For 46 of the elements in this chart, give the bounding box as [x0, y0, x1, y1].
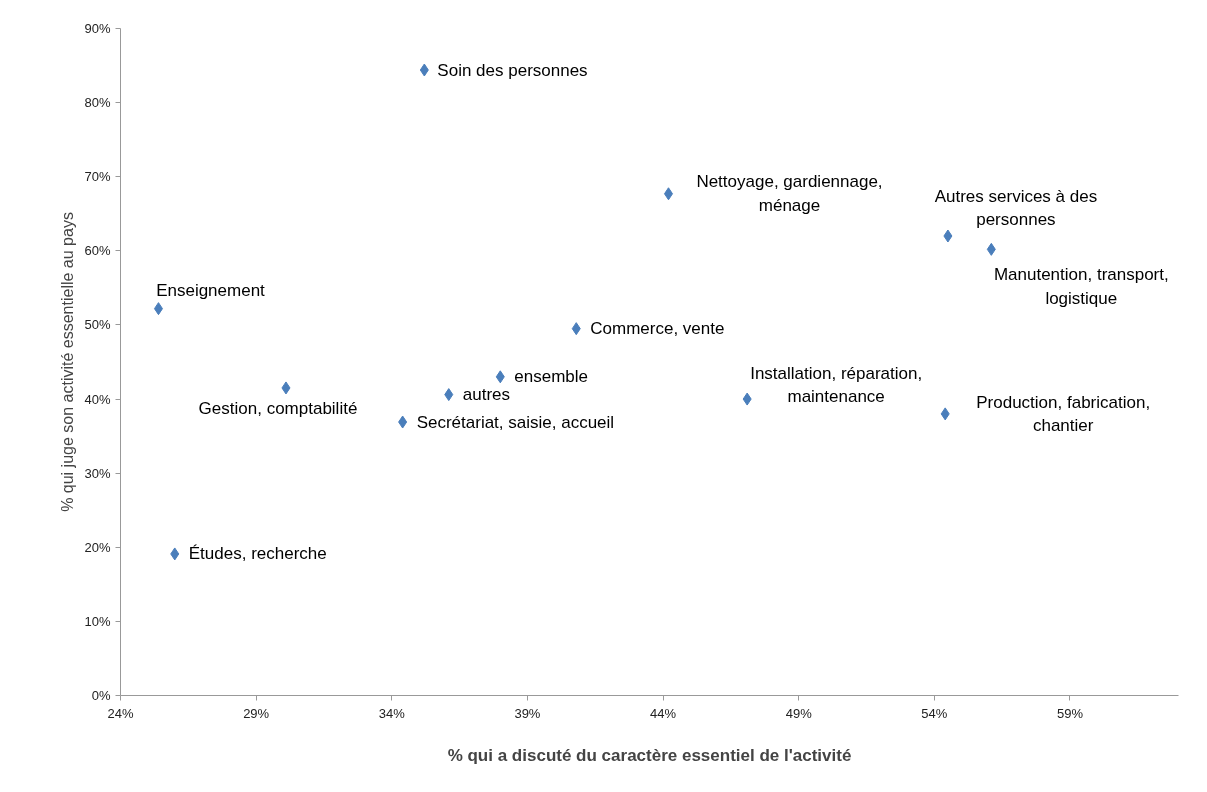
x-tick-label: 54%	[921, 705, 948, 721]
x-tick-label: 49%	[785, 705, 813, 721]
annotation: Nettoyage, gardiennage, ménage	[696, 172, 883, 216]
y-tick-label: 10%	[84, 613, 111, 629]
point	[419, 63, 429, 77]
annotation: ensemble	[514, 367, 589, 387]
x-tick-label: 34%	[378, 705, 406, 721]
y-axis-title: % qui juge son activité essentielle au pays	[59, 212, 77, 512]
annotation: Installation, réparation, maintenance	[750, 363, 923, 407]
point	[444, 388, 454, 402]
annotation: Soin des personnes	[437, 60, 588, 80]
x-tick-label: 39%	[514, 705, 541, 721]
x-tick-label: 59%	[1056, 705, 1084, 721]
point	[398, 415, 408, 429]
point	[571, 322, 581, 336]
annotation: Manutention, transport, logistique	[993, 264, 1169, 308]
x-tick-label: 24%	[107, 705, 134, 721]
annotation: Commerce, vente	[590, 319, 725, 339]
point	[281, 381, 291, 395]
annotation: Secrétariat, saisie, accueil	[416, 412, 615, 432]
x-tick-label: 44%	[650, 705, 677, 721]
annotation: Gestion, comptabilité	[198, 399, 358, 419]
point	[986, 242, 996, 256]
y-tick-label: 90%	[84, 21, 111, 36]
x-tick-label: 29%	[243, 705, 270, 721]
y-tick-label: 20%	[84, 539, 111, 555]
annotation: Autres services à des personnes	[934, 186, 1098, 230]
y-tick-label: 70%	[84, 169, 111, 185]
annotation: Enseignement	[156, 281, 266, 301]
point	[170, 547, 180, 561]
point	[153, 302, 163, 316]
x-axis-title: % qui a discuté du caractère essentiel de l'activité	[447, 745, 852, 765]
y-tick-label: 80%	[84, 95, 111, 111]
point	[742, 392, 752, 406]
point	[940, 407, 950, 421]
y-tick-label: 50%	[84, 317, 111, 333]
annotation: Production, fabrication, chantier	[976, 392, 1151, 436]
annotation: autres	[462, 385, 510, 405]
annotation: Études, recherche	[188, 544, 327, 564]
y-tick-label: 40%	[84, 391, 111, 407]
point	[943, 229, 953, 243]
y-tick-label: 0%	[91, 688, 111, 703]
point	[495, 370, 505, 384]
y-tick-label: 30%	[84, 465, 111, 481]
point	[663, 187, 673, 201]
y-tick-label: 60%	[84, 243, 111, 259]
